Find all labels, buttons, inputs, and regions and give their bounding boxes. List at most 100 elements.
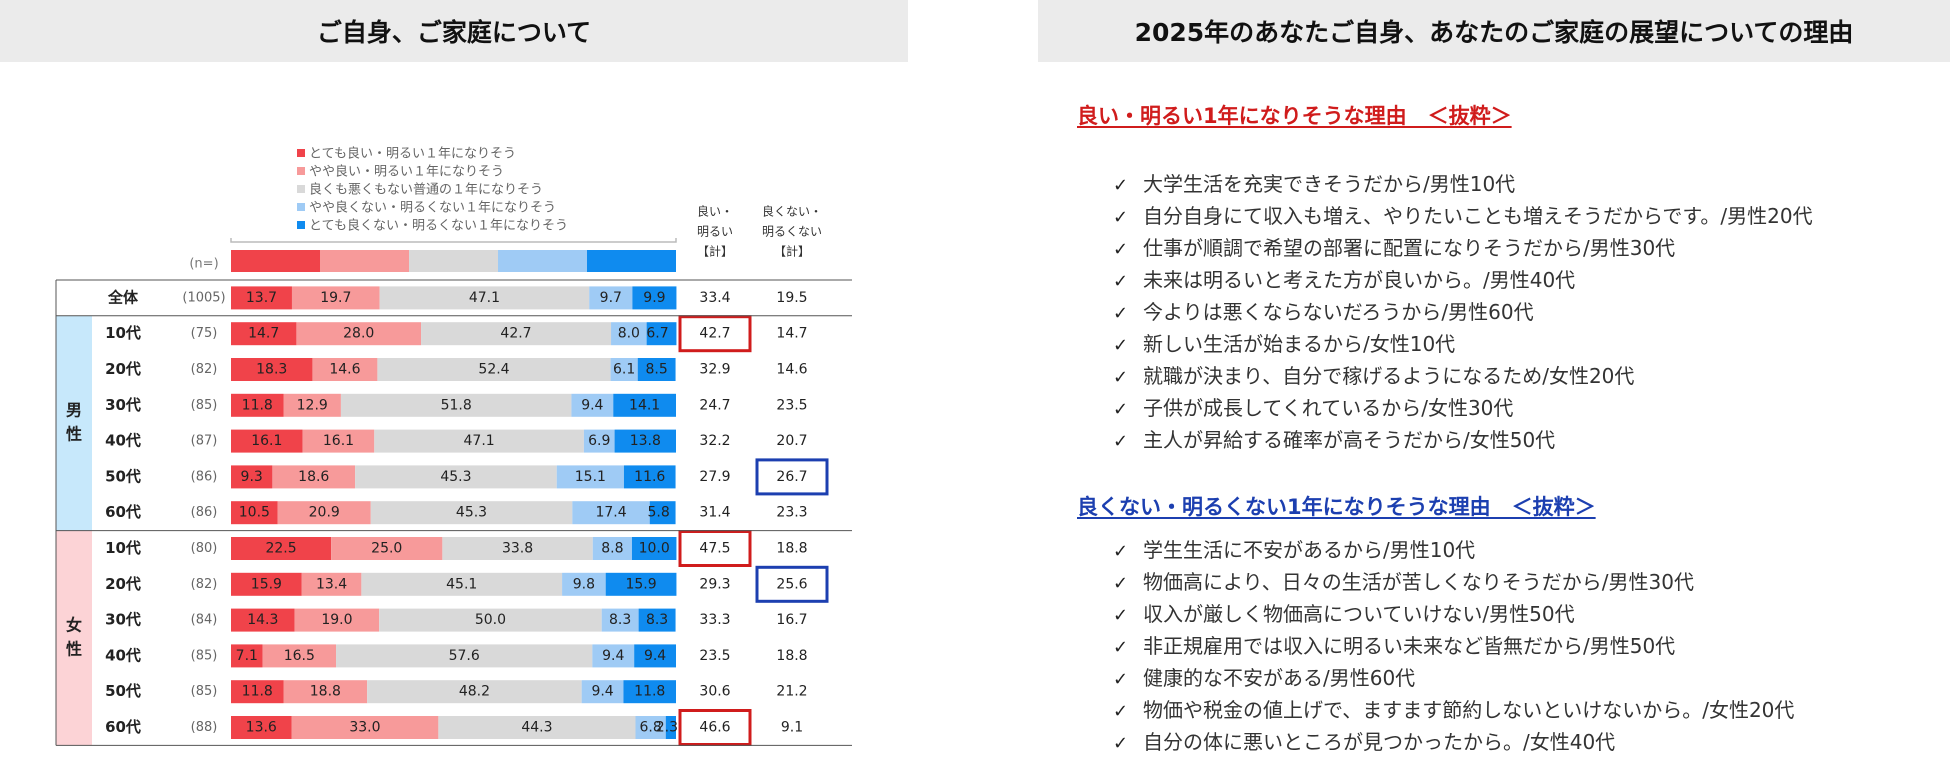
bar-segment: [231, 537, 332, 560]
bar-value-label: 47.1: [464, 433, 495, 449]
bar-segment: [355, 465, 557, 489]
good-item: ✓ 主人が昇給する確率が高そうだから/女性50代: [1113, 424, 1813, 456]
good-text: 自分自身にて収入も増え、やりたいことも増えそうだからです。/男性20代: [1143, 204, 1813, 228]
bar-segment: [231, 572, 302, 596]
bar-value-label: 6.9: [588, 433, 610, 449]
bar-value-label: 48.2: [459, 684, 490, 700]
bar-value-label: 52.4: [478, 362, 509, 378]
bar-value-label: 8.0: [618, 326, 640, 342]
bar-segment: [231, 644, 263, 668]
good-total-value: 24.7: [699, 397, 730, 413]
bar-value-label: 16.5: [284, 648, 315, 664]
legend-label: やや良くない・明るくない１年になりそう: [309, 200, 556, 216]
group-label-char: 女: [66, 616, 82, 635]
good-total-value: 31.4: [699, 505, 730, 521]
right-panel-title: 2025年のあなたご自身、あなたのご家庭の展望についての理由: [1134, 18, 1854, 47]
bar-segment: [336, 644, 593, 668]
bar-segment: [665, 716, 676, 739]
bar-value-label: 6.1: [613, 362, 635, 378]
bad-item: ✓ 非正規雇用では収入に明るい未来など皆無だから/男性50代: [1113, 630, 1794, 662]
legend-swatch: [297, 185, 305, 193]
good-text: 大学生活を充実できそうだから/男性10代: [1143, 172, 1516, 196]
check-icon: ✓: [1113, 573, 1129, 594]
bar-value-label: 33.0: [349, 720, 380, 736]
bad-item: ✓ 学生生活に不安があるから/男性10代: [1113, 534, 1794, 566]
bar-value-label: 13.6: [246, 720, 277, 736]
good-text: 主人が昇給する確率が高そうだから/女性50代: [1143, 428, 1556, 452]
bar-segment: [592, 644, 635, 668]
bad-total-value: 23.5: [776, 397, 807, 413]
bar-value-label: 9.7: [600, 290, 622, 306]
good-total-value: 29.3: [699, 576, 730, 592]
good-item: ✓ 就職が決まり、自分で稼げるようになるため/女性20代: [1113, 360, 1813, 392]
bad-item: ✓ 収入が厳しく物価高についていけない/男性50代: [1113, 598, 1794, 630]
bar-value-label: 14.3: [247, 612, 278, 628]
bar-segment: [581, 680, 624, 704]
bar-segment: [623, 680, 676, 704]
bar-segment: [294, 608, 380, 632]
bar-segment: [571, 393, 614, 417]
bar-value-label: 5.8: [648, 505, 670, 521]
good-text: 今よりは悪くならないだろうから/男性60代: [1143, 300, 1534, 324]
check-icon: ✓: [1113, 239, 1129, 260]
bad-total-header: 明るくない: [762, 225, 822, 239]
bar-value-label: 9.8: [573, 576, 595, 592]
good-total-highlight: [678, 709, 752, 746]
bad-total-value: 18.8: [776, 648, 807, 664]
bar-value-label: 42.7: [500, 326, 531, 342]
check-icon: ✓: [1113, 669, 1129, 690]
bar-value-label: 22.5: [265, 541, 296, 557]
good-total-value: 33.3: [699, 612, 730, 628]
check-icon: ✓: [1113, 271, 1129, 292]
good-text: 子供が成長してくれているから/女性30代: [1143, 396, 1514, 420]
check-icon: ✓: [1113, 399, 1129, 420]
bar-value-label: 9.4: [602, 648, 624, 664]
row-label: 20代: [105, 575, 141, 593]
row-label: 10代: [105, 324, 141, 342]
row-label: 40代: [105, 646, 141, 664]
bar-segment: [638, 608, 676, 632]
row-n: (80): [191, 541, 218, 556]
bar-value-label: 33.8: [502, 541, 533, 557]
bar-segment: [646, 322, 677, 346]
bar-value-label: 13.8: [630, 433, 661, 449]
row-n: (86): [191, 505, 218, 520]
check-icon: ✓: [1113, 175, 1129, 196]
row-n: (86): [191, 469, 218, 484]
bar-value-label: 13.7: [246, 290, 277, 306]
check-icon: ✓: [1113, 431, 1129, 452]
bar-segment: [272, 465, 356, 489]
legend-color-bar-segment: [587, 250, 676, 272]
bar-segment: [283, 393, 341, 417]
good-text: 新しい生活が始まるから/女性10代: [1143, 332, 1456, 356]
bar-segment: [631, 537, 677, 560]
group-band: [56, 315, 92, 531]
bar-segment: [589, 286, 633, 310]
stacked-bar-chart: とても良い・明るい１年になりそうやや良い・明るい１年になりそう良くも悪くもない普…: [55, 146, 852, 746]
bar-segment: [370, 501, 573, 525]
bad-total-value: 18.8: [776, 541, 807, 557]
bar-segment: [623, 465, 676, 489]
bad-text: 健康的な不安がある/男性60代: [1143, 666, 1416, 690]
good-item: ✓ 仕事が順調で希望の部署に配置になりそうだから/男性30代: [1113, 232, 1813, 264]
bar-segment: [291, 286, 380, 310]
row-label: 50代: [105, 682, 141, 700]
check-icon: ✓: [1113, 335, 1129, 356]
good-total-value: 27.9: [699, 469, 730, 485]
bar-value-label: 8.3: [646, 612, 668, 628]
good-total-value: 42.7: [699, 326, 730, 342]
bar-value-label: 45.1: [446, 576, 477, 592]
bar-segment: [610, 358, 638, 381]
check-icon: ✓: [1113, 701, 1129, 722]
row-n: (87): [191, 434, 218, 449]
row-label: 30代: [105, 611, 141, 629]
good-total-value: 23.5: [699, 648, 730, 664]
bar-segment: [377, 358, 611, 381]
legend-color-bar-segment: [498, 250, 587, 272]
bar-value-label: 18.8: [310, 684, 341, 700]
row-n: (1005): [182, 290, 225, 305]
row-n: (85): [191, 398, 218, 413]
bar-value-label: 13.4: [316, 576, 347, 592]
bar-segment: [374, 429, 584, 453]
bad-total-header: 【計】: [774, 244, 810, 259]
